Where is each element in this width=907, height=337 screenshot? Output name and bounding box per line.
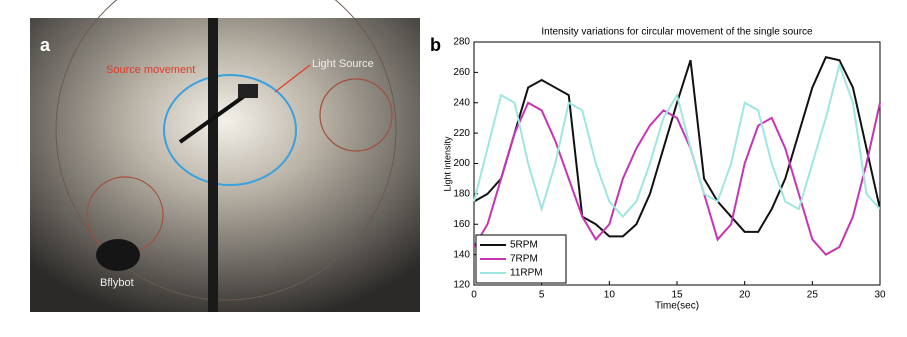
- series-line: [473, 101, 881, 256]
- x-tick-label: 20: [739, 290, 751, 301]
- source-path: [163, 74, 297, 186]
- y-tick-label: 140: [453, 249, 470, 260]
- y-tick-label: 260: [453, 67, 470, 78]
- legend-label: 11RPM: [510, 268, 543, 279]
- x-tick-label: 15: [671, 290, 683, 301]
- y-tick-label: 240: [453, 97, 470, 108]
- legend-label: 7RPM: [510, 254, 538, 265]
- annotation: Source movement: [106, 64, 195, 76]
- x-tick-label: 25: [807, 290, 819, 301]
- chart-title: Intensity variations for circular moveme…: [541, 27, 813, 38]
- legend-label: 5RPM: [510, 240, 538, 251]
- y-tick-label: 200: [453, 158, 470, 169]
- arm: [178, 90, 252, 144]
- photo: a Source movement Light Source Bflybot: [30, 0, 420, 312]
- x-tick-label: 30: [874, 290, 886, 301]
- y-axis-label: Light intensity: [442, 136, 452, 192]
- panel-label: a: [40, 35, 51, 55]
- panel-label: b: [430, 35, 441, 55]
- x-tick-label: 5: [539, 290, 545, 301]
- legend-box: [475, 234, 567, 284]
- series-line: [473, 61, 881, 219]
- x-tick-label: 0: [471, 290, 477, 301]
- target-circle: [319, 78, 393, 152]
- annotation: Light Source: [312, 58, 374, 70]
- light-source: [238, 84, 258, 98]
- pole: [208, 18, 218, 312]
- track-circle: [55, 0, 397, 301]
- y-tick-label: 160: [453, 219, 470, 230]
- series-line: [473, 56, 881, 238]
- arrow: [274, 64, 311, 93]
- x-tick-label: 10: [604, 290, 616, 301]
- annotation: Bflybot: [100, 277, 134, 289]
- photo-background: [30, 18, 420, 312]
- robot: [96, 239, 140, 271]
- y-tick-label: 120: [453, 280, 470, 291]
- x-axis-label: Time(sec): [655, 301, 699, 312]
- y-tick-label: 180: [453, 189, 470, 200]
- y-tick-label: 280: [453, 37, 470, 48]
- y-tick-label: 220: [453, 128, 470, 139]
